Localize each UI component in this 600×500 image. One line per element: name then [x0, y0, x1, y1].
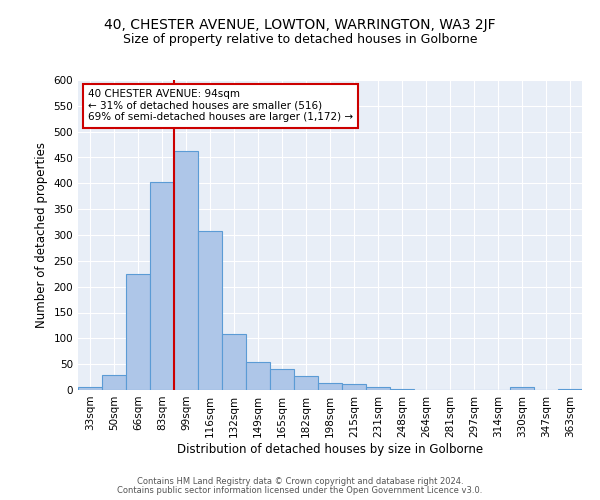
- Bar: [150, 182, 174, 390]
- Text: Contains public sector information licensed under the Open Government Licence v3: Contains public sector information licen…: [118, 486, 482, 495]
- Bar: [198, 232, 222, 390]
- Bar: [246, 362, 270, 390]
- Bar: [270, 370, 294, 390]
- Text: Size of property relative to detached houses in Golborne: Size of property relative to detached ho…: [123, 32, 477, 46]
- Bar: [174, 152, 198, 390]
- X-axis label: Distribution of detached houses by size in Golborne: Distribution of detached houses by size …: [177, 442, 483, 456]
- Bar: [390, 389, 414, 390]
- Text: 40 CHESTER AVENUE: 94sqm
← 31% of detached houses are smaller (516)
69% of semi-: 40 CHESTER AVENUE: 94sqm ← 31% of detach…: [88, 90, 353, 122]
- Bar: [510, 388, 534, 390]
- Bar: [342, 384, 366, 390]
- Text: Contains HM Land Registry data © Crown copyright and database right 2024.: Contains HM Land Registry data © Crown c…: [137, 477, 463, 486]
- Text: 40, CHESTER AVENUE, LOWTON, WARRINGTON, WA3 2JF: 40, CHESTER AVENUE, LOWTON, WARRINGTON, …: [104, 18, 496, 32]
- Bar: [558, 389, 582, 390]
- Bar: [126, 274, 150, 390]
- Bar: [318, 384, 342, 390]
- Bar: [222, 334, 246, 390]
- Bar: [294, 376, 318, 390]
- Bar: [78, 388, 102, 390]
- Bar: [366, 388, 390, 390]
- Bar: [102, 374, 126, 390]
- Y-axis label: Number of detached properties: Number of detached properties: [35, 142, 48, 328]
